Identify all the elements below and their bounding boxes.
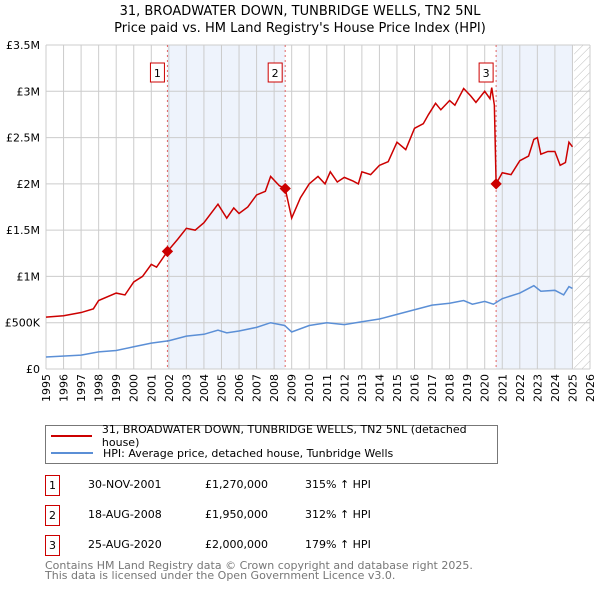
legend: 31, BROADWATER DOWN, TUNBRIDGE WELLS, TN…: [45, 423, 498, 464]
x-tick-label: 2005: [215, 374, 228, 402]
sale-label: 3: [483, 67, 490, 80]
x-tick-label: 2021: [496, 374, 509, 402]
sale-point: [279, 182, 291, 195]
y-tick-label: £2.5M: [6, 132, 40, 145]
x-tick-label: 2025: [566, 374, 579, 402]
x-tick-label: 2018: [444, 374, 457, 402]
x-tick-label: 1998: [93, 374, 106, 402]
x-tick-label: 2016: [409, 374, 422, 402]
footer-licence: This data is licensed under the Open Gov…: [45, 569, 396, 582]
x-tick-label: 2010: [303, 374, 316, 402]
sale-hpi: 315% ↑ HPI: [305, 478, 371, 491]
x-tick-label: 2002: [163, 374, 176, 402]
x-tick-label: 1999: [110, 374, 123, 402]
legend-label-hpi: HPI: Average price, detached house, Tunb…: [103, 446, 394, 460]
x-tick-label: 2003: [180, 374, 193, 402]
y-tick-label: £3M: [17, 85, 41, 98]
x-tick-label: 2024: [549, 374, 562, 402]
sale-marker: 3: [45, 535, 60, 556]
x-tick-label: 2009: [286, 374, 299, 402]
x-tick-label: 2007: [251, 374, 264, 402]
hpi-line: [45, 284, 573, 358]
x-tick-label: 2013: [356, 374, 369, 402]
x-tick-label: 1995: [40, 374, 53, 402]
x-tick-label: 2000: [128, 374, 141, 402]
legend-label-property: 31, BROADWATER DOWN, TUNBRIDGE WELLS, TN…: [101, 423, 467, 449]
forecast-hatch: [574, 45, 590, 369]
legend-swatch-hpi: [51, 452, 93, 454]
sale-hpi: 312% ↑ HPI: [305, 508, 371, 521]
sale-label-box: [267, 62, 283, 83]
x-tick-label: 2006: [233, 374, 246, 402]
sale-date: 30-NOV-2001: [88, 478, 162, 491]
sale-marker: 1: [45, 475, 60, 496]
y-tick-label: £3.5M: [6, 39, 40, 52]
sale-price: £1,950,000: [205, 508, 268, 521]
y-tick-label: £1M: [17, 270, 41, 283]
sale-point: [490, 178, 502, 190]
x-tick-label: 2023: [531, 374, 544, 402]
x-tick-label: 2012: [338, 374, 351, 402]
footer-copyright: Contains HM Land Registry data © Crown c…: [45, 559, 473, 572]
x-tick-label: 1996: [58, 374, 71, 402]
shaded-period: [167, 45, 286, 369]
shaded-period: [496, 45, 573, 369]
chart-title: 31, BROADWATER DOWN, TUNBRIDGE WELLS, TN…: [119, 4, 481, 19]
x-tick-label: 2017: [426, 374, 439, 402]
sale-price: £2,000,000: [205, 538, 268, 551]
price-chart: 1995 1996 1997 1998 1999 2000 2001 2002 2003 2004…: [5, 39, 597, 402]
sale-point: [161, 245, 174, 258]
chart-subtitle: Price paid vs. HM Land Registry's House …: [114, 21, 486, 36]
sale-label-box: [149, 62, 165, 83]
x-tick-label: 2015: [391, 374, 404, 402]
x-tick-label: 2014: [373, 374, 386, 402]
sale-label: 2: [272, 67, 279, 80]
legend-swatch-property: [51, 435, 92, 437]
sale-hpi: 179% ↑ HPI: [305, 538, 371, 551]
y-tick-label: £500K: [5, 317, 41, 330]
x-tick-label: 2022: [514, 374, 527, 402]
sale-label-box: [478, 62, 494, 83]
x-tick-label: 2008: [268, 374, 281, 402]
x-tick-label: 2026: [584, 374, 597, 402]
y-tick-label: £2M: [17, 178, 41, 191]
x-tick-label: 2020: [479, 374, 492, 402]
x-tick-label: 2001: [145, 374, 158, 402]
sale-label: 1: [154, 67, 161, 80]
y-tick-label: £1.5M: [6, 224, 40, 237]
footer: Contains HM Land Registry data © Crown c…: [45, 559, 473, 582]
sale-price: £1,270,000: [205, 478, 268, 491]
y-tick-label: £0: [26, 363, 40, 376]
sale-date: 18-AUG-2008: [88, 508, 162, 521]
sale-date: 25-AUG-2020: [88, 538, 162, 551]
sale-marker: 2: [45, 505, 60, 526]
property-price-line: [45, 87, 574, 318]
x-tick-label: 2011: [321, 374, 334, 402]
x-tick-label: 2019: [461, 374, 474, 402]
x-tick-label: 1997: [75, 374, 88, 402]
x-tick-label: 2004: [198, 374, 211, 402]
